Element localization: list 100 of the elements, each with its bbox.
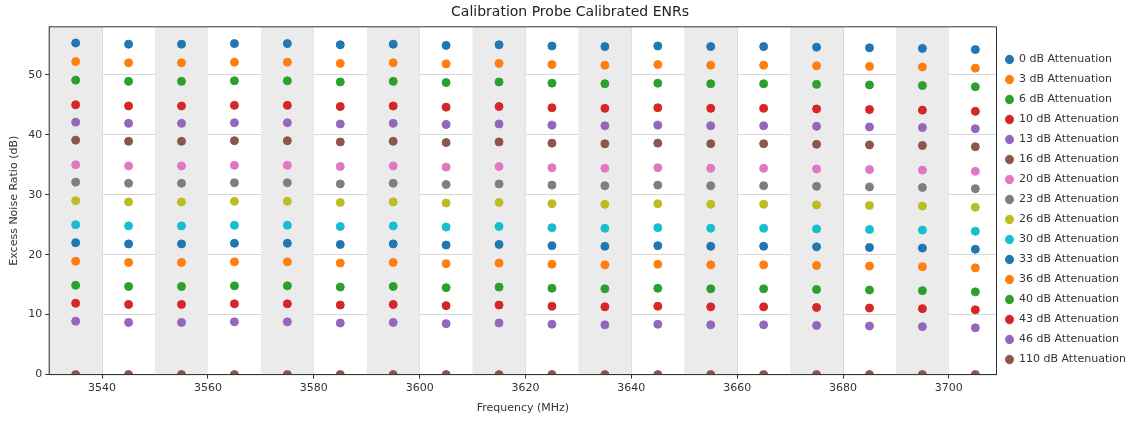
point [282,39,292,49]
point [706,320,716,330]
point [441,120,451,130]
point [759,302,769,312]
point [177,118,186,128]
point [71,75,81,85]
point [917,62,927,72]
point [970,63,980,73]
point [388,317,398,327]
point [653,138,663,148]
point [970,287,980,297]
point [282,220,292,230]
legend-label: 110 dB Attenuation [1019,352,1127,366]
point [653,259,663,269]
x-tick-label: 3640 [617,381,646,395]
point [282,136,292,146]
point [229,39,239,49]
point [124,136,134,146]
point [177,101,186,111]
point [441,283,451,293]
point [812,61,822,71]
y-tick-label: 0 [35,367,43,381]
point [282,257,292,267]
point [229,118,239,128]
point [812,42,822,52]
legend-label: 20 dB Attenuation [1019,172,1120,186]
point [494,40,504,50]
point [600,139,610,149]
y-tick-label: 20 [28,247,43,261]
point [124,257,134,267]
point [71,256,81,266]
point [917,43,927,53]
point [547,301,557,311]
point [282,281,292,291]
point [864,224,874,234]
legend-label: 16 dB Attenuation [1019,152,1120,166]
point [917,141,927,151]
point [547,163,557,173]
point [759,241,769,251]
point [71,196,81,206]
point [441,102,451,112]
point [653,41,663,51]
point [864,140,874,150]
point [71,298,81,308]
legend-label: 6 dB Attenuation [1019,92,1113,106]
point [653,301,663,311]
point [282,238,292,248]
point [229,257,239,267]
point [388,299,398,309]
point [229,220,239,230]
point [388,178,398,188]
point [124,221,134,231]
point [547,78,557,88]
x-tick-label: 3680 [829,381,858,395]
point [917,201,927,211]
point [812,242,822,252]
point [970,263,980,273]
point [494,179,504,189]
point [494,58,504,68]
point [917,262,927,272]
point [177,299,186,309]
point [71,238,81,248]
legend-label: 13 dB Attenuation [1019,132,1120,146]
point [494,318,504,328]
point [547,41,557,51]
point [706,79,716,89]
point [706,284,716,294]
point [124,58,134,68]
point [335,300,345,310]
point [600,241,610,251]
point [282,57,292,67]
point [864,201,874,210]
point [177,281,186,291]
point [706,121,716,131]
point [759,320,769,330]
point [229,57,239,67]
point [388,197,398,207]
point [600,223,610,233]
point [917,105,927,115]
point [547,180,557,190]
point [335,198,345,207]
point [653,223,663,233]
point [864,61,874,71]
point [494,300,504,310]
point [282,317,292,327]
point [759,139,769,149]
point [229,178,239,188]
point [547,60,557,70]
x-tick-label: 3540 [88,381,117,395]
point [441,240,451,250]
point [282,160,292,170]
point [494,77,504,87]
legend-label: 40 dB Attenuation [1019,292,1120,306]
x-tick-label: 3580 [299,381,328,395]
point [653,180,663,190]
point [547,103,557,113]
point [864,303,874,313]
point [335,77,345,87]
point [917,243,927,253]
point [388,281,398,291]
